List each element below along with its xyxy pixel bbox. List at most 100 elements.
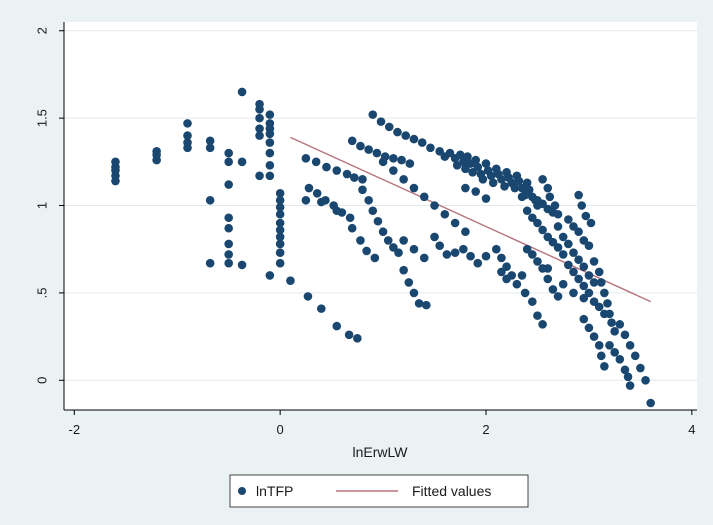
data-point-lntfp (356, 236, 365, 245)
data-point-lntfp (224, 258, 233, 268)
data-point-lntfp (224, 223, 233, 233)
data-point-lntfp (265, 171, 275, 181)
data-point-lntfp (543, 232, 553, 242)
data-point-lntfp (584, 288, 594, 298)
data-point-lntfp (265, 148, 275, 158)
data-point-lntfp (303, 292, 313, 301)
data-point-lntfp (553, 292, 563, 301)
data-point-lntfp (579, 262, 589, 271)
data-point-lntfp (265, 271, 275, 280)
data-point-lntfp (558, 250, 568, 259)
data-point-lntfp (205, 195, 215, 205)
data-point-lntfp (332, 321, 342, 331)
data-point-lntfp (510, 183, 520, 193)
legend-label-lntfp: lnTFP (256, 483, 293, 499)
data-point-lntfp (275, 232, 285, 242)
data-point-lntfp (419, 253, 429, 263)
data-point-lntfp (517, 192, 527, 202)
data-point-lntfp (224, 239, 233, 249)
data-point-lntfp (450, 218, 460, 228)
legend-label-fitted-values: Fitted values (412, 483, 491, 499)
data-point-lntfp (224, 180, 233, 189)
data-point-lntfp (275, 225, 285, 235)
axes (63, 22, 697, 411)
data-point-lntfp (461, 164, 470, 174)
data-point-lntfp (389, 166, 398, 175)
data-point-lntfp (358, 174, 367, 184)
data-point-lntfp (520, 288, 530, 298)
data-point-lntfp (558, 279, 568, 289)
data-point-lntfp (224, 148, 233, 158)
data-point-lntfp (579, 236, 589, 245)
data-point-lntfp (389, 243, 398, 252)
data-point-lntfp (553, 222, 563, 231)
data-point-lntfp (502, 274, 511, 284)
data-point-lntfp (569, 248, 578, 258)
data-point-lntfp (533, 311, 542, 320)
data-point-lntfp (224, 157, 233, 167)
y-tick-label: 1 (35, 202, 50, 209)
data-point-lntfp (409, 183, 419, 193)
data-point-lntfp (522, 206, 532, 216)
data-point-lntfp (579, 314, 589, 324)
data-point-lntfp (435, 241, 444, 251)
data-point-lntfp (473, 258, 483, 268)
data-point-lntfp (405, 159, 415, 168)
data-point-lntfp (607, 318, 616, 327)
data-point-lntfp (545, 192, 555, 202)
data-point-lntfp (237, 260, 247, 270)
data-point-lntfp (183, 131, 192, 140)
data-point-lntfp (605, 341, 614, 350)
data-point-lntfp (528, 213, 537, 223)
data-point-lntfp (481, 251, 491, 261)
data-point-lntfp (473, 162, 483, 172)
data-point-lntfp (538, 174, 547, 184)
data-point-lntfp (370, 253, 380, 263)
data-point-lntfp (275, 239, 285, 249)
data-point-lntfp (564, 260, 573, 270)
data-point-lntfp (383, 236, 393, 245)
data-point-lntfp (397, 155, 406, 165)
data-point-lntfp (265, 110, 275, 119)
data-point-lntfp (393, 127, 402, 137)
data-point-lntfp (399, 236, 408, 245)
data-point-lntfp (596, 278, 606, 287)
data-point-lntfp (378, 227, 388, 237)
x-axis-label: lnErwLW (353, 444, 409, 460)
data-point-lntfp (301, 195, 311, 205)
data-point-lntfp (353, 334, 362, 343)
data-point-lntfp (255, 131, 264, 140)
y-tick-label: 2 (35, 27, 50, 34)
y-tick-label: 1.5 (35, 109, 50, 127)
data-point-lntfp (345, 213, 355, 223)
data-point-lntfp (564, 239, 573, 249)
data-point-lntfp (471, 187, 481, 196)
x-tick-label: 4 (688, 422, 695, 437)
data-point-lntfp (623, 372, 633, 382)
data-point-lntfp (574, 274, 583, 284)
data-point-lntfp (550, 201, 560, 210)
data-point-lntfp (488, 178, 498, 188)
data-point-lntfp (600, 362, 609, 371)
data-point-lntfp (574, 190, 583, 200)
data-point-lntfp (584, 323, 594, 333)
data-point-lntfp (275, 218, 285, 228)
data-point-lntfp (646, 398, 655, 408)
data-point-lntfp (426, 143, 435, 153)
data-point-lntfp (152, 155, 161, 165)
data-point-lntfp (344, 330, 354, 340)
data-point-lntfp (579, 293, 589, 303)
data-point-lntfp (311, 157, 321, 167)
data-point-lntfp (373, 216, 383, 226)
data-point-lntfp (641, 375, 650, 385)
data-point-lntfp (512, 279, 522, 289)
data-point-lntfp (497, 253, 506, 263)
data-point-lntfp (522, 244, 532, 254)
data-point-lntfp (111, 176, 120, 186)
data-point-lntfp (459, 244, 468, 254)
data-point-lntfp (265, 129, 275, 139)
data-point-lntfp (378, 157, 388, 167)
data-point-lntfp (589, 257, 599, 266)
data-point-lntfp (589, 332, 599, 341)
data-point-lntfp (265, 138, 275, 147)
